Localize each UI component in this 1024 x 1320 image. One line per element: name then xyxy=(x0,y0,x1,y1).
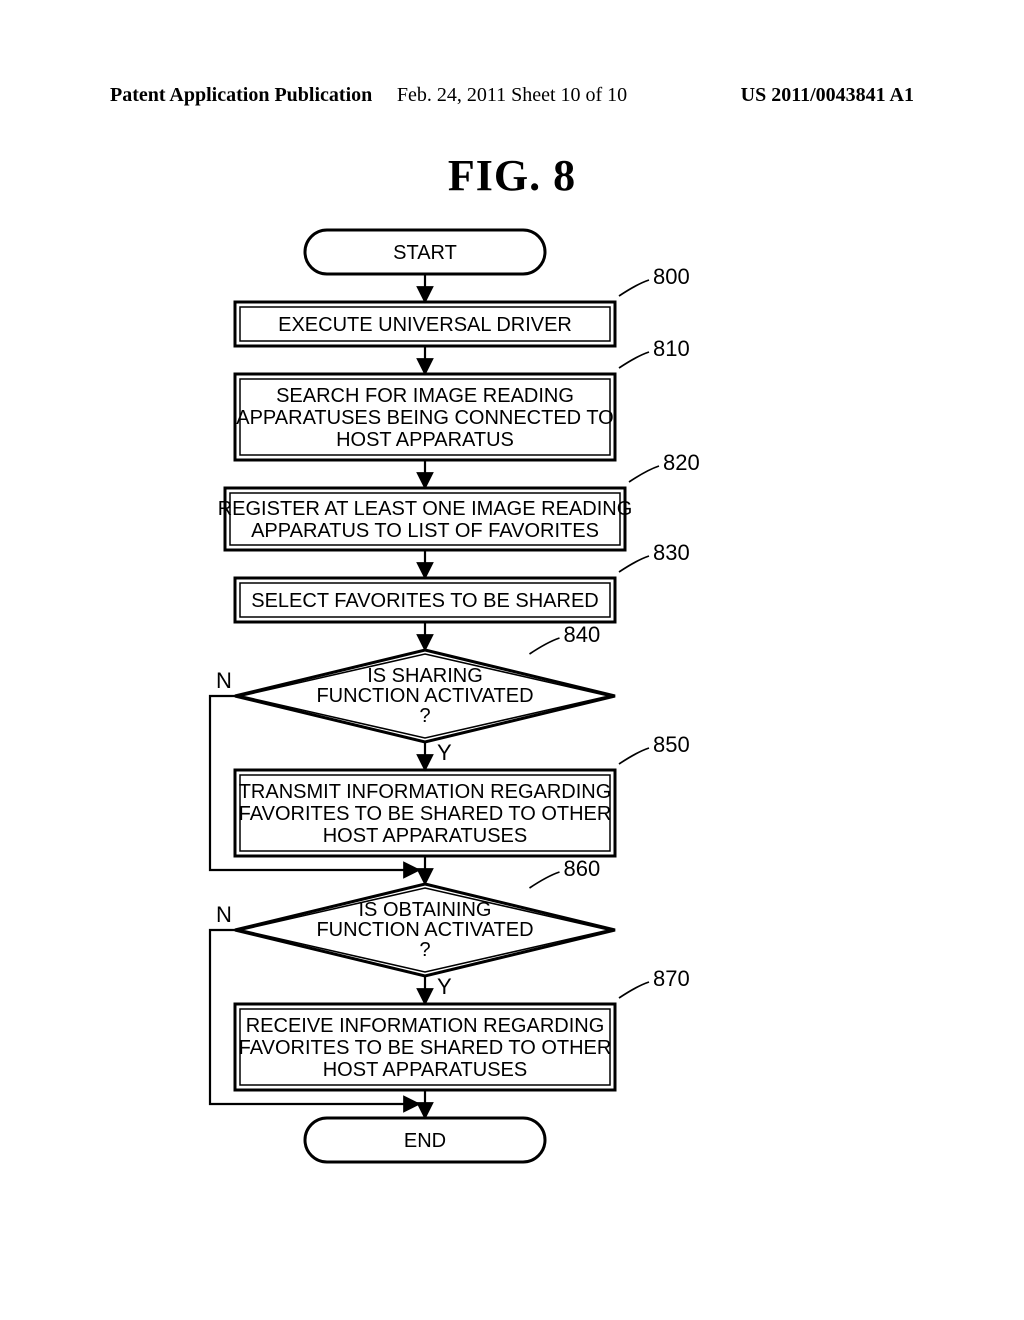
svg-text:820: 820 xyxy=(663,450,700,475)
header-right: US 2011/0043841 A1 xyxy=(741,84,914,107)
svg-text:REGISTER AT LEAST ONE IMAGE RE: REGISTER AT LEAST ONE IMAGE READINGAPPAR… xyxy=(218,498,633,542)
svg-text:830: 830 xyxy=(653,540,690,565)
svg-text:850: 850 xyxy=(653,732,690,757)
header-mid: Feb. 24, 2011 Sheet 10 of 10 xyxy=(397,84,627,107)
svg-text:END: END xyxy=(404,1130,446,1152)
svg-text:810: 810 xyxy=(653,336,690,361)
flowchart: STARTEXECUTE UNIVERSAL DRIVER800SEARCH F… xyxy=(0,210,1024,1290)
svg-text:N: N xyxy=(216,668,232,693)
svg-text:Y: Y xyxy=(437,974,452,999)
svg-text:N: N xyxy=(216,902,232,927)
svg-text:EXECUTE UNIVERSAL DRIVER: EXECUTE UNIVERSAL DRIVER xyxy=(278,314,572,336)
svg-text:START: START xyxy=(393,242,457,264)
figure-title: FIG. 8 xyxy=(448,150,576,201)
svg-text:870: 870 xyxy=(653,966,690,991)
svg-text:SELECT FAVORITES TO BE SHARED: SELECT FAVORITES TO BE SHARED xyxy=(251,590,599,612)
svg-text:860: 860 xyxy=(564,856,601,881)
svg-text:840: 840 xyxy=(564,622,601,647)
svg-text:800: 800 xyxy=(653,264,690,289)
header-left: Patent Application Publication xyxy=(110,84,372,107)
svg-text:Y: Y xyxy=(437,740,452,765)
page-header: Patent Application Publication Feb. 24, … xyxy=(0,84,1024,107)
